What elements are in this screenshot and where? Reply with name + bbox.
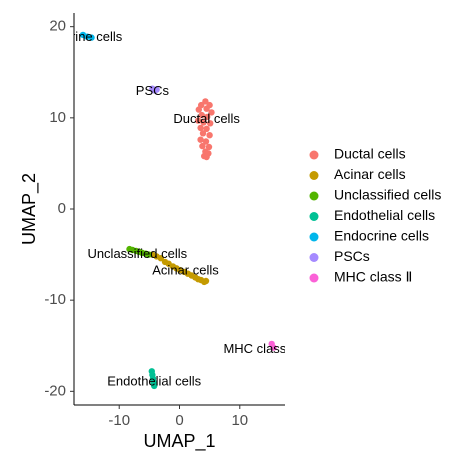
y-axis-title: UMAP_2 <box>19 173 40 245</box>
data-point <box>204 113 211 121</box>
data-point <box>205 143 213 151</box>
data-point <box>198 111 205 119</box>
legend-key <box>309 273 319 283</box>
data-point <box>207 120 214 127</box>
legend-label: Ductal cells <box>334 146 406 162</box>
data-point <box>195 117 202 124</box>
y-tick-label: 0 <box>58 200 66 217</box>
legend-key <box>309 212 319 221</box>
x-tick-label: 10 <box>231 412 248 429</box>
legend-label: Endothelial cells <box>334 207 435 223</box>
x-tick-label: 0 <box>175 412 183 429</box>
legend-label: PSCs <box>334 248 370 264</box>
x-axis-title: UMAP_1 <box>143 431 215 452</box>
data-point <box>200 119 207 126</box>
cluster-label: PSCs <box>136 83 170 98</box>
y-tick-label: 20 <box>49 18 66 35</box>
cluster-label: Endocrine cells <box>34 29 123 44</box>
data-point <box>203 153 210 161</box>
y-tick-label: 10 <box>49 109 66 126</box>
legend-item: MHC class Ⅱ <box>309 269 412 285</box>
series-3-points <box>148 368 158 390</box>
cluster-label: Endothelial cells <box>107 374 201 389</box>
legend-item: Endothelial cells <box>309 207 435 223</box>
legend-item: Endocrine cells <box>309 228 429 244</box>
axes-layer: -10 0 10 -20 -10 0 10 20 UMAP_1 UMAP_2 <box>19 13 285 452</box>
legend-key <box>309 232 319 242</box>
y-tick-label: -20 <box>44 382 66 399</box>
series-0-points <box>195 98 215 161</box>
legend-key <box>309 171 319 180</box>
data-point <box>197 136 204 143</box>
legend-label: Acinar cells <box>334 166 406 182</box>
data-point <box>202 138 210 145</box>
legend-item: Ductal cells <box>309 146 406 162</box>
series-2-points <box>126 245 152 258</box>
data-point <box>151 382 158 390</box>
legend-item: PSCs <box>309 248 370 264</box>
data-point <box>195 106 202 113</box>
series-4-points <box>79 31 95 41</box>
legend: Ductal cells Acinar cells Unclassified cel… <box>309 146 441 285</box>
data-point <box>202 98 209 105</box>
legend-label: Unclassified cells <box>334 187 441 203</box>
data-point <box>157 255 164 262</box>
data-point <box>197 124 204 132</box>
cluster-label: MHC class <box>223 341 286 356</box>
legend-label: MHC class Ⅱ <box>334 269 412 285</box>
y-tick-label: -10 <box>44 291 66 308</box>
data-point <box>203 105 210 112</box>
legend-item: Acinar cells <box>309 166 406 182</box>
legend-key <box>309 150 319 160</box>
cluster-label: Ductal cells <box>173 111 240 126</box>
legend-key <box>309 191 319 201</box>
cluster-label: Unclassified cells <box>87 246 187 261</box>
data-point <box>199 130 207 137</box>
series-6-points <box>268 340 277 351</box>
data-point <box>270 344 277 351</box>
data-point <box>199 142 206 150</box>
legend-item: Unclassified cells <box>309 187 441 203</box>
series-5-points <box>149 85 160 94</box>
x-tick-label: -10 <box>108 412 130 429</box>
data-point <box>145 251 152 258</box>
data-point <box>153 86 160 93</box>
data-point <box>208 109 215 116</box>
series-1-points <box>149 251 210 286</box>
legend-label: Endocrine cells <box>334 228 429 244</box>
cluster-label: Acinar cells <box>152 262 219 277</box>
data-point <box>202 277 210 285</box>
data-points-layer <box>79 31 277 390</box>
legend-key <box>309 253 319 262</box>
data-point <box>88 34 95 41</box>
data-point <box>206 132 213 139</box>
data-point <box>203 125 210 132</box>
